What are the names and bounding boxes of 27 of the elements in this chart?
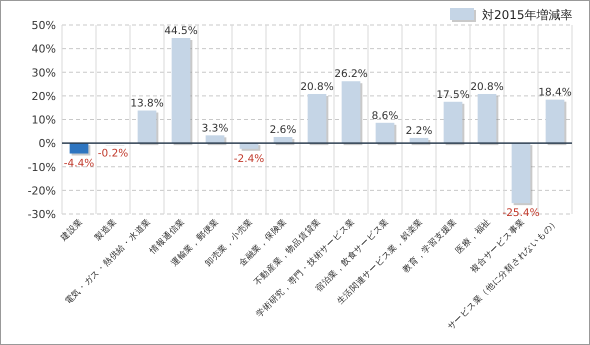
text: 18.4% [538,86,572,99]
text: 2.2% [406,124,432,137]
y-tick-label: -30% [28,208,56,221]
text: 17.5% [436,88,470,101]
y-tick-label: 50% [32,19,56,32]
text: -0.2% [98,148,128,160]
y-tick-label: -10% [28,160,56,174]
text: 8.6% [372,110,398,122]
text: 3.3% [202,122,228,134]
y-tick-label: 10% [32,114,56,126]
text: 20.8% [470,80,504,93]
text: 2.6% [270,124,296,136]
legend-label: 対2015年増減率 [482,8,573,22]
y-tick-label: 40% [32,42,56,56]
text: 20.8% [300,80,334,93]
text: -2.4% [234,152,264,165]
text: 13.8% [130,98,164,110]
text: -25.4% [502,207,540,220]
text: 44.5% [164,24,198,37]
x-tick-label: 建設業 [58,216,86,244]
x-tick-label: 製造業 [92,216,120,244]
y-tick-label: 20% [32,90,56,103]
y-tick-label: 0% [38,137,56,150]
text: 26.2% [334,68,368,80]
y-tick-label: 30% [32,66,56,80]
y-tick-label: -20% [28,184,56,198]
text: -4.4% [64,158,94,170]
